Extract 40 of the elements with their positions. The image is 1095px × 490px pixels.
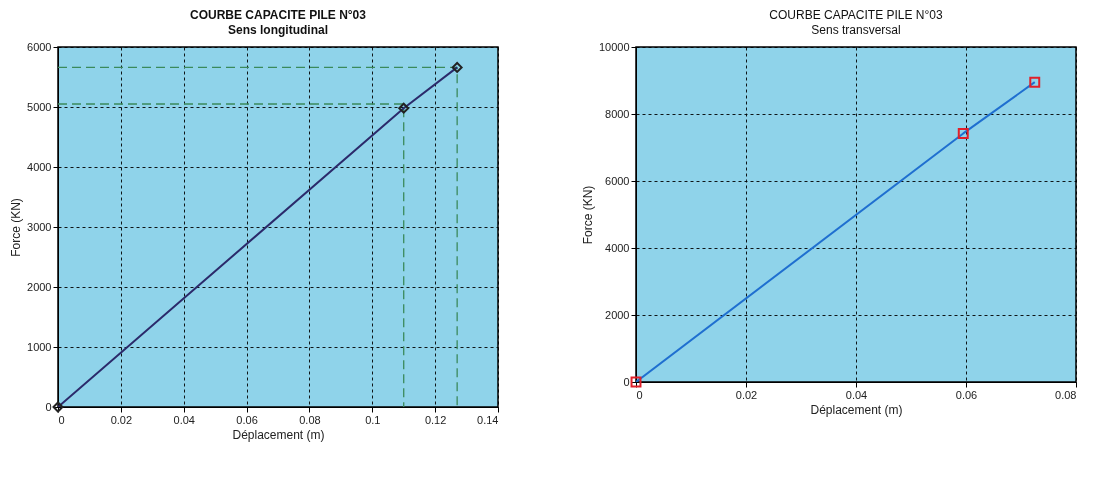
x-tick-label: 0.12	[424, 413, 447, 426]
chart-title: COURBE CAPACITE PILE N°03	[190, 8, 367, 22]
point	[52, 401, 64, 413]
x-axis-title: Déplacement (m)	[810, 402, 903, 417]
x-tick-label: 0	[58, 413, 65, 426]
x-tick-label: 0.1	[365, 413, 381, 426]
x-tick-label: 0.08	[1055, 388, 1077, 401]
y-tick-label: 5000	[27, 100, 52, 113]
point	[451, 61, 463, 73]
x-axis-title: Déplacement (m)	[232, 427, 325, 442]
point	[957, 127, 969, 139]
y-tick-label: 2000	[27, 280, 52, 293]
y-axis-title: Force (KN)	[580, 185, 595, 245]
y-axis-title: Force (KN)	[9, 198, 24, 257]
point	[1029, 76, 1041, 88]
x-tick-label: 0.06	[236, 413, 258, 426]
y-tick-label: 4000	[605, 241, 630, 254]
y-tick-label: 10000	[598, 40, 630, 53]
chart-subtitle: Sens longitudinal	[227, 23, 329, 37]
x-tick-label: 0.06	[955, 388, 978, 401]
y-tick-label: 3000	[27, 220, 52, 233]
y-tick-label: 1000	[27, 340, 52, 353]
point	[398, 102, 410, 114]
y-tick-label: 2000	[605, 308, 630, 321]
chart-title: COURBE CAPACITE PILE N°03	[769, 8, 943, 22]
y-tick-label: 6000	[605, 174, 630, 187]
chart-subtitle: Sens transversal	[811, 23, 901, 37]
y-tick-label: 6000	[27, 40, 52, 53]
y-tick-label: 8000	[605, 107, 630, 120]
x-tick-label: 0.02	[110, 413, 133, 426]
x-tick-label: 0	[636, 388, 643, 401]
x-tick-label: 0.08	[299, 413, 321, 426]
point	[630, 376, 642, 388]
x-tick-label: 0.04	[845, 388, 868, 401]
x-tick-label: 0.14	[477, 413, 499, 426]
x-tick-label: 0.02	[735, 388, 758, 401]
y-tick-label: 0	[45, 400, 52, 413]
x-tick-label: 0.04	[173, 413, 195, 426]
y-tick-label: 4000	[27, 160, 52, 173]
y-tick-label: 0	[623, 375, 630, 388]
